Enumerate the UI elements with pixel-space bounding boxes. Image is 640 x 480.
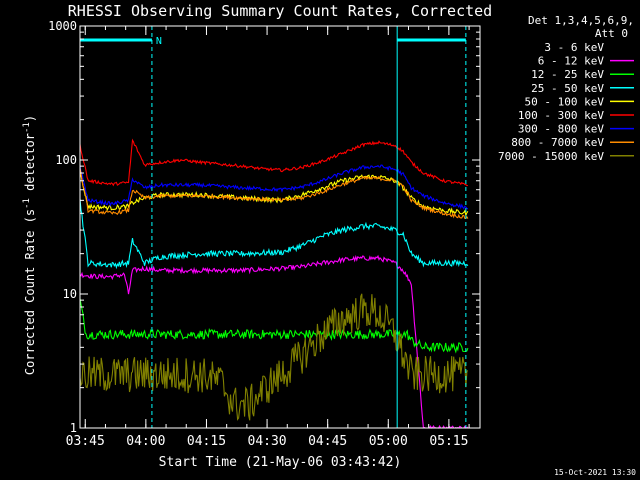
series-line-2 (79, 298, 469, 354)
x-tick-label-6: 05:15 (429, 434, 468, 449)
night-overlay: N (80, 26, 467, 428)
legend-label-6: 300 - 800 keV (518, 123, 604, 136)
x-tick-label-0: 03:45 (66, 434, 105, 449)
x-tick-label-4: 04:45 (308, 434, 347, 449)
plot-frame (79, 25, 481, 429)
legend-header-detectors: Det 1,3,4,5,6,9, (528, 14, 634, 27)
legend-label-1: 6 - 12 keV (538, 55, 605, 68)
legend-label-3: 25 - 50 keV (531, 82, 604, 95)
legend-label-2: 12 - 25 keV (531, 68, 604, 81)
series-line-3 (79, 198, 469, 270)
x-tick-label-5: 05:00 (369, 434, 408, 449)
series-line-7 (79, 167, 469, 219)
series-7000-15000keV-group (79, 293, 469, 421)
legend-header-attenuator: Att 0 (595, 27, 628, 40)
y-axis-label: Corrected Count Rate (s-1 detector-1) (22, 115, 37, 375)
series-line-1 (79, 254, 469, 429)
x-tick-label-1: 04:00 (126, 434, 165, 449)
legend-label-7: 800 - 7000 keV (511, 136, 604, 149)
series-layer (79, 138, 469, 429)
y-tick-label-0: 1 (70, 421, 77, 435)
series-25-50keV-group (79, 198, 469, 270)
legend-label-5: 100 - 300 keV (518, 109, 604, 122)
legend-label-0: 3 - 6 keV (544, 41, 604, 54)
series-100-300keV-group (79, 138, 468, 187)
axes: 1 10 100 1000 03:45 04:00 04:15 04:30 04:45 05:00… (48, 19, 481, 449)
series-line-6 (79, 164, 469, 210)
series-6-12keV-group (79, 254, 469, 429)
x-tick-label-3: 04:30 (248, 434, 287, 449)
x-axis-label: Start Time (21-May-06 03:43:42) (159, 455, 402, 470)
footer-timestamp: 15-Oct-2021 13:30 (554, 468, 636, 477)
series-800-7000keV-group (79, 167, 469, 219)
chart-title: RHESSI Observing Summary Count Rates, Co… (68, 2, 492, 20)
night-label: N (156, 36, 162, 47)
y-tick-label-2: 100 (55, 153, 77, 167)
y-tick-label-1: 10 (63, 287, 77, 301)
series-300-800keV-group (79, 164, 469, 210)
y-tick-label-3: 1000 (48, 19, 77, 33)
x-tick-label-2: 04:15 (187, 434, 226, 449)
legend-label-4: 50 - 100 keV (525, 95, 605, 108)
series-12-25keV-group (79, 298, 469, 354)
series-line-8 (79, 293, 469, 421)
legend-label-8: 7000 - 15000 keV (498, 150, 604, 163)
series-line-5 (79, 138, 468, 187)
